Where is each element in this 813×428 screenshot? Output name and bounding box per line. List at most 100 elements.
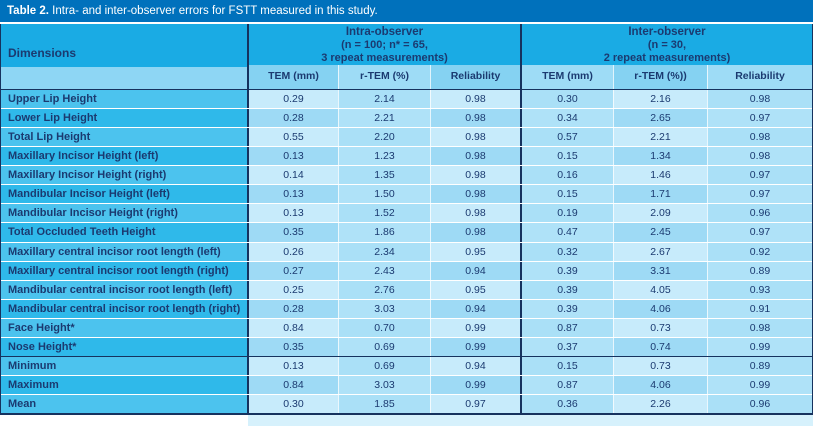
cell-value: 1.50 bbox=[338, 185, 430, 204]
table-row: Mandibular Incisor Height (right) 0.13 1.5… bbox=[1, 203, 812, 223]
fstt-error-table: Dimensions Intra-observer (n = 100; n* =… bbox=[0, 24, 813, 415]
row-label: Face Height* bbox=[1, 318, 247, 337]
column-header-intra-tem: TEM (mm) bbox=[247, 65, 338, 89]
cell-value: 2.76 bbox=[338, 280, 430, 299]
cell-value: 0.99 bbox=[430, 318, 520, 337]
row-label: Minimum bbox=[1, 356, 247, 375]
table-row: Mandibular central incisor root length (… bbox=[1, 279, 812, 299]
cell-value: 0.73 bbox=[613, 318, 707, 337]
cell-value: 2.65 bbox=[613, 109, 707, 128]
table-row: Mean 0.30 1.85 0.97 0.36 2.26 0.96 bbox=[1, 394, 812, 414]
cell-value: 0.26 bbox=[247, 242, 338, 261]
table-caption: Table 2. Intra- and inter-observer error… bbox=[0, 0, 813, 22]
cell-value: 0.98 bbox=[430, 109, 520, 128]
group-header-row: Intra-observer (n = 100; n* = 65, 3 repe… bbox=[247, 24, 812, 66]
cell-value: 0.87 bbox=[520, 318, 613, 337]
cell-value: 0.95 bbox=[430, 242, 520, 261]
cell-value: 0.47 bbox=[520, 223, 613, 242]
cell-value: 0.92 bbox=[707, 242, 812, 261]
cell-value: 4.06 bbox=[613, 299, 707, 318]
cell-value: 0.99 bbox=[707, 337, 812, 356]
table-row: Mandibular central incisor root length (… bbox=[1, 298, 812, 318]
cell-value: 0.32 bbox=[520, 242, 613, 261]
cell-value: 0.98 bbox=[430, 185, 520, 204]
cell-value: 0.97 bbox=[707, 166, 812, 185]
cell-value: 2.26 bbox=[613, 395, 707, 414]
cell-value: 1.52 bbox=[338, 204, 430, 223]
cell-value: 0.70 bbox=[338, 318, 430, 337]
cell-value: 2.16 bbox=[613, 90, 707, 109]
cell-value: 0.89 bbox=[707, 356, 812, 375]
cell-value: 0.99 bbox=[707, 375, 812, 394]
cell-value: 0.96 bbox=[707, 395, 812, 414]
table-row: Minimum 0.13 0.69 0.94 0.15 0.73 0.89 bbox=[1, 355, 812, 375]
row-label: Total Lip Height bbox=[1, 128, 247, 147]
cell-value: 0.94 bbox=[430, 299, 520, 318]
cell-value: 0.91 bbox=[707, 299, 812, 318]
group-header-intra-observer: Intra-observer (n = 100; n* = 65, 3 repe… bbox=[247, 24, 520, 66]
cell-value: 0.29 bbox=[247, 90, 338, 109]
table-caption-number: Table 2. bbox=[7, 5, 49, 17]
row-label: Nose Height* bbox=[1, 337, 247, 356]
cell-value: 0.73 bbox=[613, 356, 707, 375]
cell-value: 2.20 bbox=[338, 128, 430, 147]
table-row: Maxillary Incisor Height (left) 0.13 1.23 0… bbox=[1, 146, 812, 166]
cell-value: 0.97 bbox=[430, 395, 520, 414]
cell-value: 0.69 bbox=[338, 337, 430, 356]
row-label: Maxillary Incisor Height (left) bbox=[1, 147, 247, 166]
cell-value: 1.71 bbox=[613, 185, 707, 204]
column-header-inter-rtem: r-TEM (%)) bbox=[613, 65, 707, 89]
cell-value: 0.95 bbox=[430, 280, 520, 299]
column-header-intra-reliability: Reliability bbox=[430, 65, 520, 89]
bottom-margin bbox=[0, 415, 813, 426]
title-separator bbox=[0, 22, 813, 24]
cell-value: 0.13 bbox=[247, 185, 338, 204]
row-label: Mandibular Incisor Height (right) bbox=[1, 204, 247, 223]
cell-value: 0.98 bbox=[707, 318, 812, 337]
cell-value: 0.13 bbox=[247, 204, 338, 223]
cell-value: 1.34 bbox=[613, 147, 707, 166]
cell-value: 0.99 bbox=[430, 337, 520, 356]
cell-value: 0.94 bbox=[430, 356, 520, 375]
dimensions-label: Dimensions bbox=[8, 46, 77, 60]
inter-observer-title: Inter-observer bbox=[628, 26, 706, 38]
inter-observer-sample: (n = 30, bbox=[647, 39, 687, 51]
cell-value: 0.98 bbox=[430, 166, 520, 185]
table-row: Maxillary Incisor Height (right) 0.14 1.35… bbox=[1, 165, 812, 185]
cell-value: 0.39 bbox=[520, 299, 613, 318]
cell-value: 0.87 bbox=[520, 375, 613, 394]
row-label: Maxillary Incisor Height (right) bbox=[1, 166, 247, 185]
intra-observer-title: Intra-observer bbox=[345, 26, 424, 38]
cell-value: 0.99 bbox=[430, 375, 520, 394]
column-header-inter-tem: TEM (mm) bbox=[520, 65, 613, 89]
cell-value: 1.86 bbox=[338, 223, 430, 242]
cell-value: 2.21 bbox=[613, 128, 707, 147]
cell-value: 1.46 bbox=[613, 166, 707, 185]
cell-value: 0.15 bbox=[520, 147, 613, 166]
cell-value: 0.98 bbox=[707, 147, 812, 166]
row-label: Maxillary central incisor root length (l… bbox=[1, 242, 247, 261]
cell-value: 0.35 bbox=[247, 337, 338, 356]
cell-value: 4.05 bbox=[613, 280, 707, 299]
cell-value: 2.21 bbox=[338, 109, 430, 128]
cell-value: 0.97 bbox=[707, 185, 812, 204]
cell-value: 0.34 bbox=[520, 109, 613, 128]
cell-value: 0.84 bbox=[247, 375, 338, 394]
cell-value: 2.43 bbox=[338, 261, 430, 280]
cell-value: 0.98 bbox=[430, 147, 520, 166]
table-row: Maxillary central incisor root length (r… bbox=[1, 260, 812, 280]
row-label: Mandibular Incisor Height (left) bbox=[1, 185, 247, 204]
cell-value: 0.98 bbox=[430, 128, 520, 147]
inter-observer-measurements: 2 repeat measurements) bbox=[603, 52, 731, 64]
row-label: Maximum bbox=[1, 375, 247, 394]
subheader-row: TEM (mm) r-TEM (%) Reliability TEM (mm) … bbox=[247, 65, 812, 89]
cell-value: 1.35 bbox=[338, 166, 430, 185]
row-label: Total Occluded Teeth Height bbox=[1, 223, 247, 242]
cell-value: 0.98 bbox=[707, 90, 812, 109]
group-header-inter-observer: Inter-observer (n = 30, 2 repeat measure… bbox=[520, 24, 812, 66]
cell-value: 0.69 bbox=[338, 356, 430, 375]
table-caption-text: Intra- and inter-observer errors for FST… bbox=[48, 5, 378, 17]
cell-value: 4.06 bbox=[613, 375, 707, 394]
cell-value: 2.67 bbox=[613, 242, 707, 261]
cell-value: 0.36 bbox=[520, 395, 613, 414]
